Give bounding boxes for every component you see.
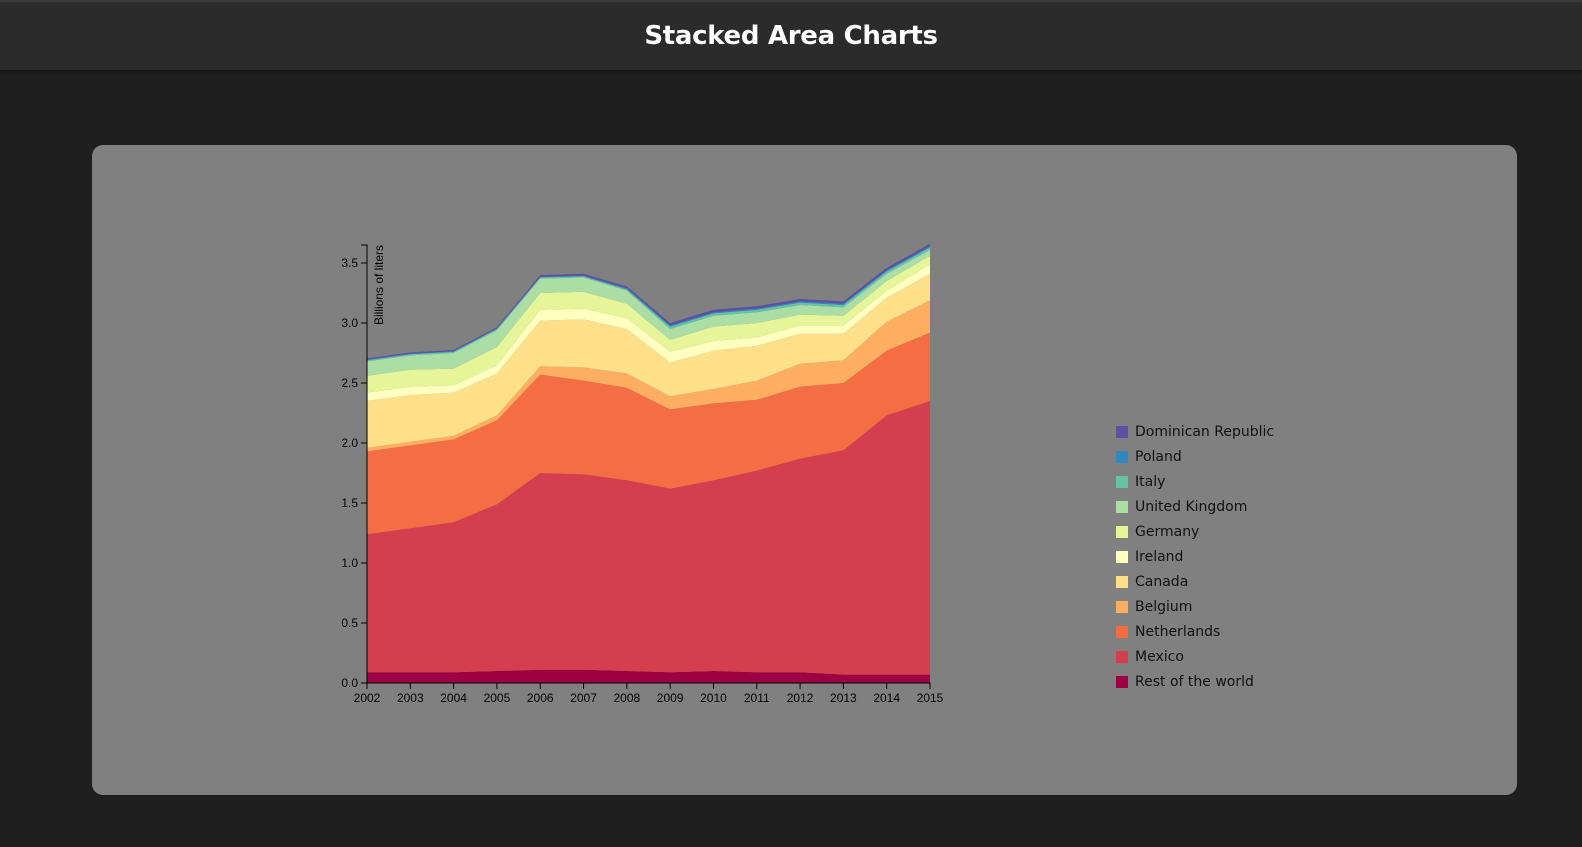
area-canada (367, 273, 930, 448)
x-tick-label: 2006 (527, 691, 554, 705)
y-tick-label: 2.5 (341, 376, 358, 390)
legend-label: Germany (1135, 523, 1200, 540)
y-tick-label: 0.0 (341, 676, 358, 690)
legend-item: Italy (1116, 469, 1274, 494)
legend-item: Germany (1116, 519, 1274, 544)
x-tick-label: 2013 (830, 691, 857, 705)
x-tick-label: 2010 (700, 691, 727, 705)
legend: Dominican Republic Poland Italy United King… (1116, 419, 1274, 694)
legend-label: Rest of the world (1135, 673, 1254, 690)
x-tick-label: 2012 (787, 691, 814, 705)
y-tick-label: 1.0 (341, 556, 358, 570)
y-tick-label: 1.5 (341, 496, 358, 510)
x-axis-line (366, 682, 931, 689)
legend-swatch (1116, 675, 1128, 688)
x-tick-label: 2011 (744, 691, 770, 705)
legend-swatch (1116, 475, 1128, 488)
legend-swatch (1116, 625, 1128, 638)
legend-label: Italy (1135, 473, 1166, 490)
legend-label: Netherlands (1135, 623, 1221, 640)
legend-label: Poland (1135, 448, 1182, 465)
x-tick-label: 2009 (657, 691, 684, 705)
legend-label: Canada (1135, 573, 1189, 590)
area-mexico (367, 401, 930, 675)
legend-swatch (1116, 550, 1128, 563)
area-rest-of-the-world (367, 669, 930, 683)
legend-item: Netherlands (1116, 619, 1274, 644)
legend-item: Mexico (1116, 644, 1274, 669)
legend-item: Ireland (1116, 544, 1274, 569)
stacked-area-chart: 0.00.51.01.52.02.53.03.5 2002 2003 2004 200… (341, 243, 944, 705)
x-tick-label: 2008 (613, 691, 640, 705)
area-dominican-republic (367, 243, 930, 360)
legend-swatch (1116, 425, 1128, 438)
y-tick-label: 3.5 (341, 256, 358, 270)
legend-label: Ireland (1135, 548, 1184, 565)
legend-item: Belgium (1116, 594, 1274, 619)
area-netherlands (367, 332, 930, 535)
x-axis: 2002 2003 2004 2005 2006 2007 2008 2009 2010 2011… (354, 682, 944, 705)
legend-swatch (1116, 600, 1128, 613)
chart-card: 0.0 0.5 1.0 1.5 2.0 2.5 3.0 3.5 2002 2003 2004 200… (92, 145, 1517, 795)
legend-swatch (1116, 575, 1128, 588)
y-tick-label: 3.0 (341, 316, 358, 330)
legend-item: Rest of the world (1116, 669, 1274, 694)
y-axis-line (361, 244, 368, 684)
area-poland (367, 246, 930, 361)
x-tick-label: 2004 (440, 691, 467, 705)
legend-item: Canada (1116, 569, 1274, 594)
legend-label: Dominican Republic (1135, 423, 1275, 440)
y-tick-label: 2.0 (341, 436, 358, 450)
x-tick-label: 2002 (354, 691, 381, 705)
header-bar: Stacked Area Charts (0, 0, 1582, 70)
legend-label: United Kingdom (1135, 498, 1248, 515)
area-layers (367, 243, 930, 683)
legend-item: United Kingdom (1116, 494, 1274, 519)
area-italy (367, 247, 930, 362)
legend-item: Poland (1116, 444, 1274, 469)
legend-label: Belgium (1135, 598, 1193, 615)
area-germany (367, 255, 930, 393)
y-axis-label: Billions of liters (372, 245, 386, 325)
x-tick-label: 2014 (873, 691, 900, 705)
page-title: Stacked Area Charts (644, 21, 938, 51)
x-tick-label: 2007 (570, 691, 597, 705)
legend-swatch (1116, 650, 1128, 663)
y-axis: 0.0 0.5 1.0 1.5 2.0 2.5 3.0 3.5 (341, 244, 368, 690)
area-ireland (367, 264, 930, 401)
legend-swatch (1116, 500, 1128, 513)
area-belgium (367, 300, 930, 452)
legend-item: Dominican Republic (1116, 419, 1274, 444)
x-tick-label: 2005 (484, 691, 511, 705)
legend-swatch (1116, 525, 1128, 538)
y-tick-label: 0.5 (341, 616, 358, 630)
legend-swatch (1116, 450, 1128, 463)
area-united-kingdom (367, 249, 930, 376)
x-tick-label: 2015 (917, 691, 944, 705)
legend-label: Mexico (1135, 648, 1184, 665)
x-tick-label: 2003 (397, 691, 424, 705)
